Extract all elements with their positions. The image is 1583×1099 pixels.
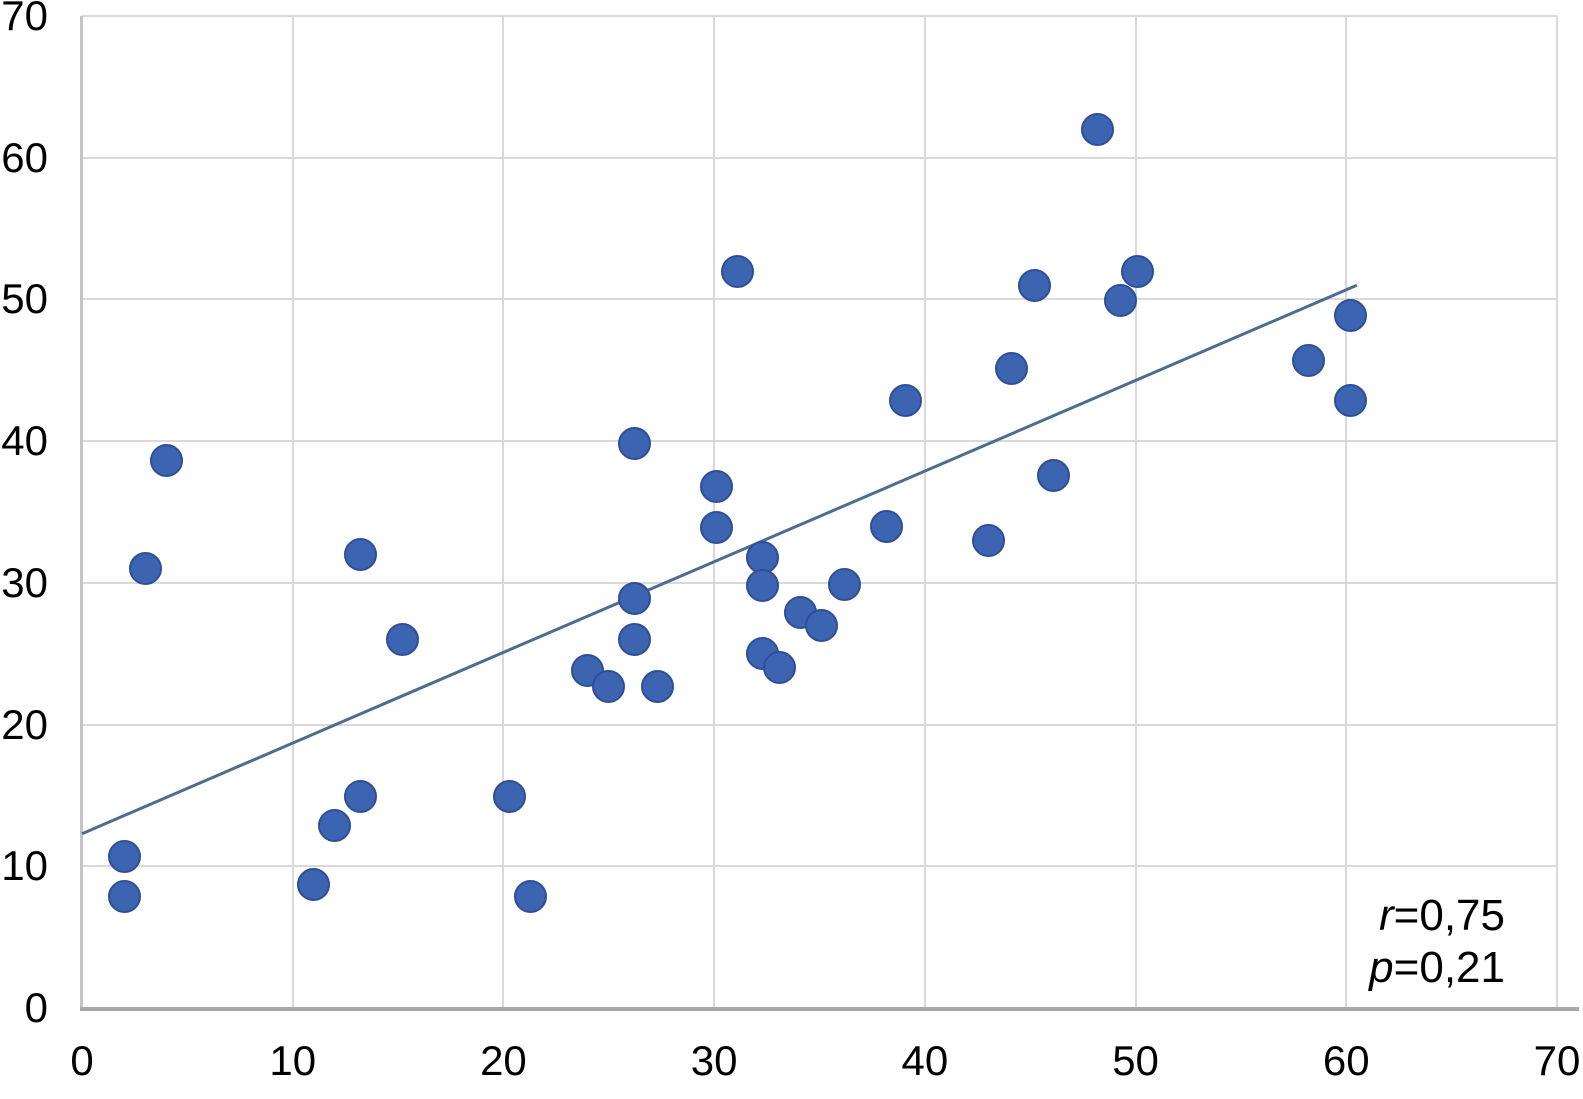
p-symbol: p [1369,942,1394,992]
y-tick-label: 10 [1,842,48,890]
data-point [1104,284,1138,318]
horizontal-gridline [82,15,1557,17]
vertical-gridline [1134,16,1137,1008]
data-point [1291,343,1325,377]
y-tick-label: 50 [1,275,48,323]
horizontal-gridline [82,156,1557,159]
data-point [149,444,183,478]
data-point [617,623,651,657]
y-tick-label: 30 [1,558,48,606]
y-tick-label: 20 [1,700,48,748]
vertical-gridline [923,16,926,1008]
y-tick-label: 70 [1,0,48,39]
vertical-gridline [291,16,294,1008]
data-point [746,569,780,603]
data-point [1121,254,1155,288]
data-point [514,879,548,913]
data-point [1081,112,1115,146]
x-tick-label: 60 [1322,1037,1370,1084]
data-point [1017,268,1051,302]
data-point [385,623,419,657]
x-tick-label: 40 [901,1037,949,1084]
horizontal-gridline [82,298,1557,301]
data-point [617,427,651,461]
data-point [889,383,923,417]
x-tick-label: 30 [690,1037,738,1084]
horizontal-gridline [82,440,1557,443]
trend-line [81,283,1358,836]
r-value: =0,75 [1393,891,1505,940]
data-point [128,552,162,586]
horizontal-gridline [82,581,1557,584]
horizontal-gridline [82,865,1557,868]
y-tick-label: 40 [1,417,48,465]
x-tick-label: 70 [1533,1037,1581,1084]
horizontal-gridline [82,723,1557,726]
data-point [318,808,352,842]
x-axis-line [80,1007,1579,1011]
data-point [343,538,377,571]
data-point [1036,458,1070,492]
x-tick-label: 10 [269,1037,317,1084]
data-point [828,567,862,601]
data-point [699,469,733,503]
y-tick-label: 60 [1,133,48,181]
data-point [1334,383,1367,417]
data-point [870,509,904,543]
vertical-gridline [1345,16,1348,1008]
data-point [343,780,377,814]
p-value-line: p=0,21 [1369,942,1505,994]
data-point [699,511,733,545]
data-point [805,608,839,642]
data-point [720,254,754,288]
data-point [107,839,141,873]
stats-annotation: r=0,75 p=0,21 [1369,890,1505,994]
y-tick-label: 0 [24,984,48,1031]
vertical-gridline [502,16,505,1008]
y-axis-line [80,16,83,1011]
data-point [640,669,674,703]
r-symbol: r [1379,891,1394,940]
data-point [493,780,527,814]
p-value: =0,21 [1393,942,1505,992]
data-point [592,669,626,703]
x-tick-label: 50 [1112,1037,1159,1084]
x-tick-label: 20 [480,1037,527,1084]
data-point [297,868,331,902]
vertical-gridline [1556,16,1558,1008]
data-point [107,879,141,913]
data-point [762,651,796,685]
data-point [994,352,1028,386]
data-point [971,523,1005,557]
x-tick-label: 0 [70,1037,94,1084]
data-point [617,581,651,615]
data-point [1334,298,1367,332]
r-value-line: r=0,75 [1369,890,1505,942]
data-point [746,540,780,574]
